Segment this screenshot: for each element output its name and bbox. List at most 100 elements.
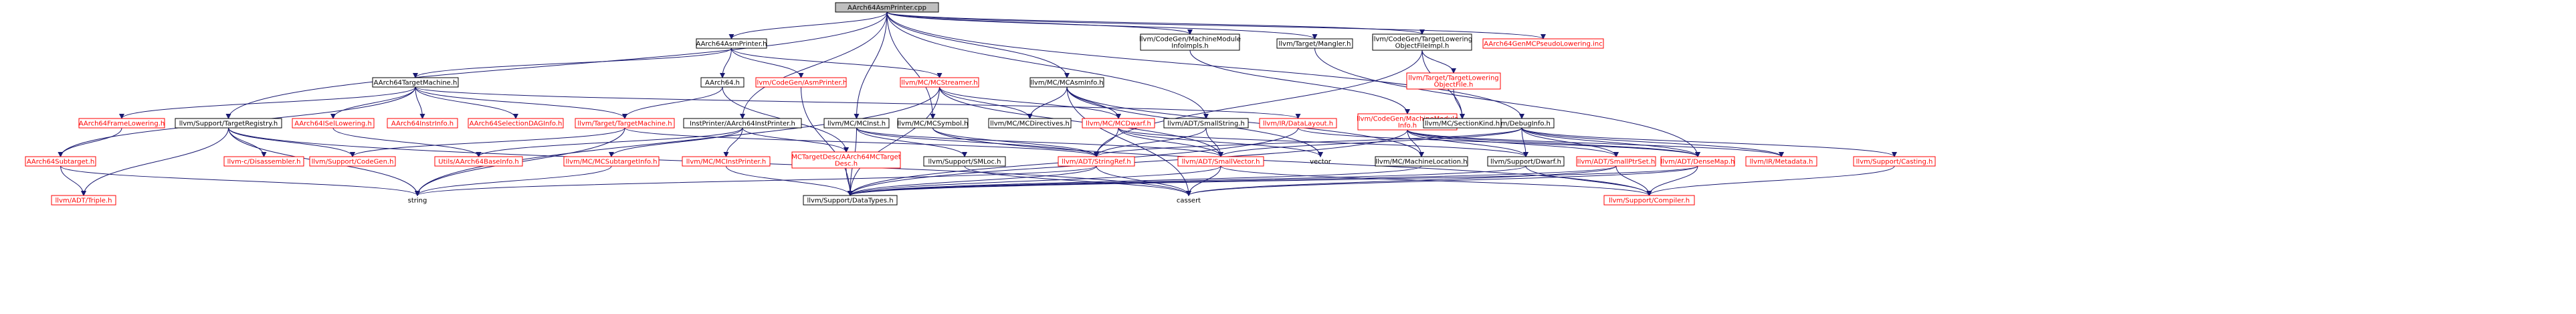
edge-mcasminfo-to-cassert bbox=[1066, 86, 1191, 196]
node-mcstreamer[interactable]: llvm/MC/MCStreamer.h bbox=[900, 77, 979, 88]
node-mcsubtargetinfo[interactable]: llvm/MC/MCSubtargetInfo.h bbox=[563, 156, 660, 167]
node-disassembler[interactable]: llvm-c/Disassembler.h bbox=[223, 156, 304, 167]
node-machinelocation[interactable]: llvm/MC/MachineLocation.h bbox=[1375, 156, 1468, 167]
node-tloof_impl[interactable]: llvm/CodeGen/TargetLoweringObjectFileImp… bbox=[1372, 33, 1472, 51]
node-box bbox=[1406, 72, 1501, 90]
node-instprinter[interactable]: InstPrinter/AArch64InstPrinter.h bbox=[683, 118, 802, 129]
node-instrinfo[interactable]: AArch64InstrInfo.h bbox=[387, 118, 458, 129]
node-ir_datalayout[interactable]: llvm/IR/DataLayout.h bbox=[1259, 118, 1337, 129]
node-label: AArch64AsmPrinter.cpp bbox=[848, 5, 926, 12]
node-codegen_asmprinter[interactable]: llvm/CodeGen/AsmPrinter.h bbox=[755, 77, 847, 88]
node-label: MCTargetDesc/AArch64MCTarget bbox=[791, 154, 901, 161]
node-label: llvm/ADT/SmallString.h bbox=[1167, 121, 1245, 128]
node-support_casting[interactable]: llvm/Support/Casting.h bbox=[1853, 156, 1936, 167]
node-label: llvm/MC/MCInst.h bbox=[827, 121, 886, 128]
node-smallptrset[interactable]: llvm/ADT/SmallPtrSet.h bbox=[1576, 156, 1656, 167]
edge-aarch64asmprinter_h-to-codegen_asmprinter bbox=[731, 48, 804, 78]
node-aarch64asmprinter_h[interactable]: AArch64AsmPrinter.h bbox=[696, 38, 767, 49]
node-label: llvm/MC/MCSubtargetInfo.h bbox=[566, 159, 658, 166]
node-box bbox=[25, 156, 96, 167]
edge-target_tloof-to-mcsectionkind bbox=[1453, 88, 1465, 119]
node-mcdirectives[interactable]: llvm/MC/MCDirectives.h bbox=[988, 118, 1072, 129]
edge-smallvector-to-datatypes bbox=[848, 165, 1221, 196]
node-box bbox=[823, 118, 890, 129]
node-isel_lowering[interactable]: AArch64ISelLowering.h bbox=[292, 118, 375, 129]
node-densemap[interactable]: llvm/ADT/DenseMap.h bbox=[1660, 156, 1735, 167]
edge-root-to-debuginfo bbox=[886, 11, 1524, 119]
node-box bbox=[468, 118, 564, 129]
node-adt_smallstring[interactable]: llvm/ADT/SmallString.h bbox=[1163, 118, 1249, 129]
node-datatypes[interactable]: llvm/Support/DataTypes.h bbox=[803, 195, 898, 206]
node-adt_triple[interactable]: llvm/ADT/Triple.h bbox=[51, 195, 116, 206]
node-box bbox=[1603, 195, 1695, 206]
edge-target_machine_h-to-instrinfo bbox=[415, 86, 425, 119]
node-label: llvm/MC/MCSymbol.h bbox=[898, 121, 969, 128]
node-smloc[interactable]: llvm/Support/SMLoc.h bbox=[923, 156, 1006, 167]
node-label: string bbox=[408, 198, 427, 205]
edge-mcstreamer-to-mcdirectives bbox=[939, 86, 1033, 119]
node-mcinst[interactable]: llvm/MC/MCInst.h bbox=[823, 118, 890, 129]
node-label: vector bbox=[1310, 159, 1332, 166]
node-target_registry[interactable]: llvm/Support/TargetRegistry.h bbox=[175, 118, 282, 129]
node-box bbox=[175, 118, 282, 129]
node-mcasminfo[interactable]: llvm/MC/MCAsmInfo.h bbox=[1029, 77, 1104, 88]
node-box bbox=[1372, 33, 1472, 51]
node-box bbox=[563, 156, 660, 167]
node-mcsectionkind[interactable]: llvm/MC/SectionKind.h bbox=[1423, 118, 1502, 129]
node-ir_metadata[interactable]: llvm/IR/Metadata.h bbox=[1745, 156, 1817, 167]
node-label: llvm/Support/Dwarf.h bbox=[1490, 159, 1561, 166]
node-box bbox=[387, 118, 458, 129]
node-aarch64_h[interactable]: AArch64.h bbox=[700, 77, 745, 88]
node-box bbox=[682, 156, 771, 167]
edge-mmi_h-to-densemap bbox=[1407, 129, 1700, 157]
edge-mcasminfo-to-mcdwarf bbox=[1066, 86, 1121, 119]
edge-mmi_impls-to-mmi_h bbox=[1189, 50, 1410, 114]
node-label: llvm/Support/Compiler.h bbox=[1609, 198, 1690, 205]
node-label: AArch64.h bbox=[705, 80, 740, 87]
node-string: string bbox=[408, 198, 427, 205]
node-box bbox=[1482, 38, 1604, 49]
node-label: AArch64TargetMachine.h bbox=[374, 80, 458, 87]
edge-smloc-to-cassert bbox=[964, 165, 1191, 196]
node-compiler[interactable]: llvm/Support/Compiler.h bbox=[1603, 195, 1695, 206]
edge-mcstreamer-to-datatypes bbox=[848, 86, 940, 196]
node-target_mangler[interactable]: llvm/Target/Mangler.h bbox=[1276, 38, 1353, 49]
edge-target_targetmachine-to-stringref bbox=[624, 127, 1099, 157]
node-smallvector[interactable]: llvm/ADT/SmallVector.h bbox=[1177, 156, 1264, 167]
node-target_targetmachine[interactable]: llvm/Target/TargetMachine.h bbox=[575, 118, 675, 129]
edges-layer bbox=[58, 11, 1897, 196]
node-root[interactable]: AArch64AsmPrinter.cpp bbox=[835, 2, 939, 13]
node-mcpseudo_inc[interactable]: AArch64GenMCPseudoLowering.inc bbox=[1482, 38, 1604, 49]
node-support_dwarf[interactable]: llvm/Support/Dwarf.h bbox=[1487, 156, 1565, 167]
node-box bbox=[1082, 118, 1155, 129]
node-mcsymbol[interactable]: llvm/MC/MCSymbol.h bbox=[897, 118, 969, 129]
node-mcinstprinter[interactable]: llvm/MC/MCInstPrinter.h bbox=[682, 156, 771, 167]
node-mcdwarf[interactable]: llvm/MC/MCDwarf.h bbox=[1082, 118, 1155, 129]
node-box bbox=[988, 118, 1072, 129]
node-target_machine_h[interactable]: AArch64TargetMachine.h bbox=[372, 77, 459, 88]
node-support_codegen[interactable]: llvm/Support/CodeGen.h bbox=[309, 156, 396, 167]
node-label: AArch64GenMCPseudoLowering.inc bbox=[1484, 41, 1603, 48]
node-debuginfo[interactable]: llvm/DebugInfo.h bbox=[1489, 118, 1555, 129]
edge-root-to-mcinst bbox=[854, 11, 888, 119]
edge-root-to-tloof_impl bbox=[886, 11, 1425, 35]
edge-support_dwarf-to-datatypes bbox=[848, 165, 1526, 196]
node-vector: vector bbox=[1310, 159, 1332, 166]
node-label: llvm/IR/Metadata.h bbox=[1750, 159, 1813, 166]
node-box bbox=[1853, 156, 1936, 167]
node-box bbox=[372, 77, 459, 88]
node-label: llvm/ADT/SmallVector.h bbox=[1182, 159, 1260, 166]
node-label: cassert bbox=[1177, 198, 1201, 205]
node-subtarget[interactable]: AArch64Subtarget.h bbox=[25, 156, 96, 167]
node-label: llvm/MC/MachineLocation.h bbox=[1375, 159, 1467, 166]
node-utils_baseinfo[interactable]: Utils/AArch64BaseInfo.h bbox=[434, 156, 523, 167]
node-stringref[interactable]: llvm/ADT/StringRef.h bbox=[1058, 156, 1135, 167]
node-frame_lowering[interactable]: AArch64FrameLowering.h bbox=[78, 118, 165, 129]
edge-mcstreamer-to-string bbox=[415, 86, 940, 196]
node-seldag[interactable]: AArch64SelectionDAGInfo.h bbox=[468, 118, 564, 129]
edge-mcdwarf-to-vector bbox=[1118, 127, 1323, 157]
